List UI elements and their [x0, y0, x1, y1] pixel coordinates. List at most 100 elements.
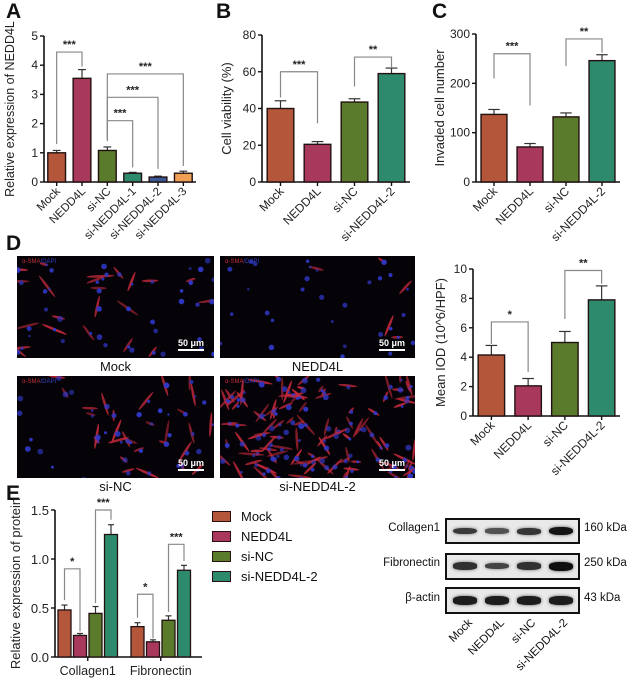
svg-text:***: ***: [97, 497, 111, 509]
legend-item-mock: Mock: [212, 506, 318, 526]
caption-nedd4l: NEDD4L: [291, 359, 344, 374]
svg-text:si-NC: si-NC: [541, 184, 572, 215]
blot-band: [453, 596, 477, 605]
scale-bar: 50 μm: [177, 458, 204, 471]
blot-label-collagen1: Collagen1: [388, 522, 440, 534]
caption-si-nc: si-NC: [99, 479, 132, 494]
svg-text:NEDD4L: NEDD4L: [491, 418, 535, 462]
chart-e-legend: Mock NEDD4L si-NC si-NEDD4L-2: [212, 506, 318, 586]
scale-bar: 50 μm: [378, 458, 405, 471]
blot-kda-collagen1: 160 kDa: [584, 522, 627, 534]
svg-text:Fibronectin: Fibronectin: [130, 664, 192, 678]
svg-text:1: 1: [31, 146, 38, 160]
svg-text:Invaded cell number: Invaded cell number: [432, 49, 447, 167]
blot-band: [549, 596, 573, 605]
blot-band: [485, 596, 509, 605]
blot-row-fibronectin: [445, 553, 580, 580]
svg-text:*: *: [143, 581, 148, 593]
blot-band: [517, 527, 541, 535]
svg-text:60: 60: [243, 65, 257, 79]
micrograph-si-nedd4l-2: α-SMA/DAPI 50 μm: [220, 376, 415, 478]
panel-label-a: A: [6, 0, 22, 23]
svg-text:Relative expression of protein: Relative expression of protein: [8, 498, 23, 669]
svg-text:0: 0: [463, 175, 470, 189]
legend-swatch: [212, 570, 231, 582]
svg-text:0: 0: [31, 175, 38, 189]
svg-text:si-NC: si-NC: [330, 184, 361, 215]
scale-bar: 50 μm: [177, 338, 204, 351]
svg-text:20: 20: [243, 138, 257, 152]
legend-item-si-nc: si-NC: [212, 546, 318, 566]
svg-text:***: ***: [114, 108, 128, 120]
svg-text:Relative expression of NEDD4L: Relative expression of NEDD4L: [3, 21, 17, 197]
legend-item-si-nedd4l-2: si-NEDD4L-2: [212, 566, 318, 586]
svg-text:4: 4: [31, 58, 38, 72]
svg-text:**: **: [369, 44, 378, 56]
svg-text:0.0: 0.0: [31, 650, 49, 665]
caption-si-nedd4l-2: si-NEDD4L-2: [279, 479, 356, 494]
cell-fluorescence: [220, 376, 415, 478]
svg-text:**: **: [580, 26, 589, 38]
blot-label-fibronectin: Fibronectin: [383, 557, 440, 569]
panel-label-d: D: [6, 232, 22, 255]
micrograph-nedd4l: α-SMA/DAPI 50 μm: [220, 256, 415, 358]
svg-text:40: 40: [243, 102, 257, 116]
svg-text:*: *: [508, 309, 513, 321]
stain-label: α-SMA/DAPI: [225, 379, 260, 385]
svg-text:Mock: Mock: [470, 184, 501, 215]
svg-text:**: **: [579, 257, 588, 269]
blot-band: [549, 561, 573, 571]
svg-text:***: ***: [506, 41, 520, 53]
svg-text:0: 0: [249, 175, 256, 189]
svg-text:si-NC: si-NC: [540, 418, 571, 449]
blot-row-beta-actin: [445, 587, 580, 614]
blot-row-collagen1: [445, 518, 580, 544]
svg-text:3: 3: [31, 87, 38, 101]
svg-text:***: ***: [293, 59, 307, 71]
svg-text:10: 10: [454, 262, 468, 276]
stain-label: α-SMA/DAPI: [22, 379, 57, 385]
legend-item-nedd4l: NEDD4L: [212, 526, 318, 546]
svg-text:1.0: 1.0: [31, 552, 49, 567]
panel-label-b: B: [216, 0, 232, 23]
cell-fluorescence: [220, 257, 415, 358]
panel-label-e: E: [6, 482, 21, 505]
blot-kda-beta-actin: 43 kDa: [584, 592, 621, 604]
blot-band: [485, 562, 509, 570]
cell-fluorescence: [17, 257, 214, 358]
svg-text:80: 80: [243, 28, 257, 42]
blot-band: [549, 526, 573, 536]
micrograph-mock: α-SMA/DAPI 50 μm: [17, 256, 214, 358]
svg-text:Mock: Mock: [256, 184, 287, 215]
blot-kda-fibronectin: 250 kDa: [584, 557, 627, 569]
panel-label-c: C: [432, 0, 448, 23]
blot-band: [517, 562, 541, 570]
blot-label-beta-actin: β-actin: [405, 592, 440, 604]
svg-text:4: 4: [460, 350, 467, 364]
chart-e-protein-expression: 0.0 0.5 1.0 1.5 Relative expression of prote…: [8, 497, 202, 678]
svg-text:300: 300: [450, 27, 470, 41]
blot-band: [453, 562, 477, 570]
svg-text:***: ***: [126, 84, 140, 96]
svg-text:Cell viability (%): Cell viability (%): [219, 62, 234, 154]
svg-text:6: 6: [460, 321, 467, 335]
svg-text:Mock: Mock: [467, 418, 498, 449]
blot-band: [517, 596, 541, 605]
svg-text:NEDD4L: NEDD4L: [493, 184, 537, 228]
svg-text:2: 2: [31, 117, 38, 131]
stain-label: α-SMA/DAPI: [225, 259, 260, 265]
blot-lane-si-nc: si-NC: [509, 617, 539, 646]
svg-text:1.5: 1.5: [31, 503, 49, 518]
blot-band: [485, 528, 509, 534]
micrograph-si-nc: α-SMA/DAPI 50 μm: [17, 376, 214, 478]
scale-bar: 50 μm: [378, 338, 405, 351]
svg-text:Collagen1: Collagen1: [60, 664, 116, 678]
svg-text:100: 100: [450, 126, 470, 140]
svg-text:8: 8: [460, 291, 467, 305]
svg-text:Mean IOD (10^6/HPF): Mean IOD (10^6/HPF): [433, 278, 448, 407]
svg-text:***: ***: [139, 61, 153, 73]
